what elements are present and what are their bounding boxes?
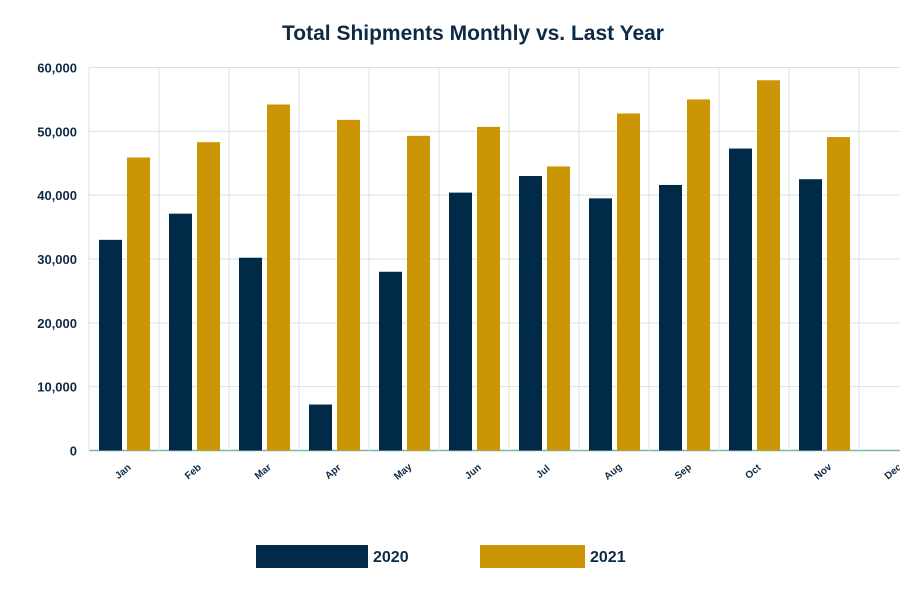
- x-tick-label: Oct: [743, 462, 763, 482]
- chart-title: Total Shipments Monthly vs. Last Year: [282, 22, 664, 45]
- bar-2020-sep: [659, 184, 682, 451]
- bar-2020-feb: [169, 213, 192, 451]
- bar-2021-feb: [197, 142, 220, 451]
- bar-2021-aug: [617, 113, 640, 451]
- bar-2021-jan: [127, 157, 150, 451]
- bar-2020-mar: [239, 257, 262, 451]
- legend-label: 2020: [373, 549, 409, 566]
- bar-2020-nov: [799, 179, 822, 451]
- legend-swatch-2021: [480, 545, 585, 568]
- x-tick-label: Nov: [813, 462, 835, 483]
- bar-2020-apr: [309, 404, 332, 451]
- legend-swatch-2020: [256, 545, 368, 568]
- bar-2021-may: [407, 135, 430, 451]
- x-tick-label: Jan: [113, 462, 133, 482]
- y-tick-label: 60,000: [37, 61, 77, 76]
- bar-2021-jun: [477, 126, 500, 451]
- y-tick-label: 10,000: [37, 380, 77, 395]
- y-tick-label: 50,000: [37, 124, 77, 139]
- x-tick-label: Jun: [463, 462, 484, 482]
- bar-2020-jul: [519, 176, 542, 451]
- legend: 2020 2021: [256, 545, 626, 568]
- bar-2021-jul: [547, 166, 570, 451]
- x-tick-label: Jul: [534, 463, 552, 481]
- y-tick-label: 20,000: [37, 316, 77, 331]
- x-tick-label: Apr: [323, 462, 343, 482]
- x-tick-label: Aug: [602, 462, 624, 483]
- legend-label: 2021: [590, 549, 626, 566]
- y-tick-label: 30,000: [37, 252, 77, 267]
- y-tick-label: 0: [70, 444, 77, 459]
- x-tick-label: Feb: [183, 462, 204, 482]
- x-tick-label: Dec: [883, 462, 900, 483]
- x-tick-label: Mar: [253, 462, 274, 482]
- bar-2020-may: [379, 271, 402, 451]
- bar-2020-oct: [729, 148, 752, 451]
- y-tick-label: 40,000: [37, 188, 77, 203]
- bar-2021-sep: [687, 99, 710, 451]
- x-tick-label: Sep: [673, 462, 694, 482]
- bar-2020-aug: [589, 198, 612, 451]
- bar-2021-apr: [337, 119, 360, 451]
- bars: [99, 80, 850, 451]
- bar-2021-mar: [267, 104, 290, 451]
- x-tick-label: May: [392, 461, 414, 482]
- y-axis: 0 10,000 20,000 30,000 40,000 50,000 60,000: [37, 61, 77, 459]
- gridlines: [88, 67, 900, 452]
- bar-2020-jan: [99, 239, 122, 451]
- bar-2021-oct: [757, 80, 780, 451]
- x-axis: Jan Feb Mar Apr May Jun Jul Aug Sep Oct Nov Dec: [113, 461, 900, 482]
- bar-2021-nov: [827, 137, 850, 451]
- bar-2020-jun: [449, 192, 472, 451]
